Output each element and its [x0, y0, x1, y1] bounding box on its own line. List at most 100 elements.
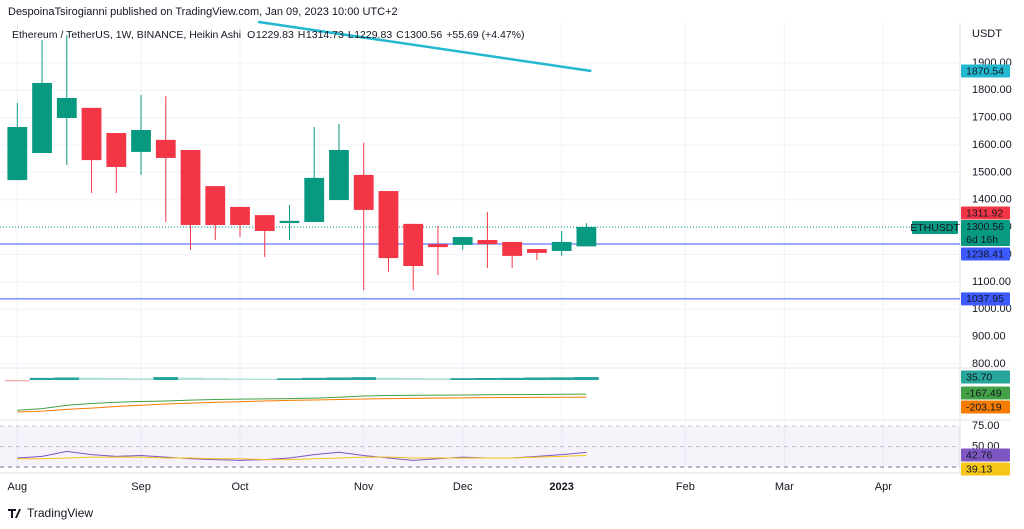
high-price-tag-bg	[961, 206, 1010, 220]
histogram-bar	[103, 377, 129, 381]
histogram-bar	[326, 377, 352, 381]
histogram-tag: 35.70	[966, 371, 992, 383]
trend-line	[257, 20, 592, 73]
histogram-bar	[376, 377, 401, 381]
histogram-bar	[450, 378, 476, 381]
countdown: 6d 16h	[966, 234, 998, 246]
y-tick-label: 1700.00	[972, 112, 1012, 124]
histogram-bar	[301, 377, 327, 381]
legend-text: 1229.83	[256, 29, 294, 41]
x-tick-label: Feb	[676, 481, 695, 493]
trend-price-tag-bg	[961, 64, 1010, 78]
brand: TradingView	[27, 506, 93, 520]
histogram-bar	[29, 377, 55, 381]
histogram-bar	[128, 378, 154, 381]
tv-logo	[8, 509, 21, 518]
hline-tag-bg	[961, 247, 1010, 261]
candle-body	[428, 244, 448, 248]
hline-tag: 1037.95	[966, 293, 1004, 305]
candle-body	[131, 130, 151, 152]
x-tick-label: Sep	[131, 481, 151, 493]
histogram-bar	[54, 377, 80, 381]
indicator-line	[17, 396, 587, 413]
trend-price-tag: 1870.54	[966, 65, 1004, 77]
logo-mark	[8, 509, 21, 518]
hline-tag: 1238.41	[966, 248, 1004, 260]
macd-tag: -167.49	[966, 387, 1002, 399]
high-price-tag: 1311.92	[966, 207, 1003, 219]
candle-body	[205, 186, 226, 225]
y-tick-label: 1100.00	[972, 276, 1011, 288]
y-tick-label: 1900.00	[972, 57, 1012, 69]
rsi-tag-bg	[961, 448, 1010, 462]
candle-body	[502, 241, 523, 256]
candle-body	[527, 249, 547, 253]
signal-tag-bg	[961, 400, 1010, 414]
last-price-tag: 1300.56	[966, 221, 1004, 233]
x-tick-label: Aug	[8, 481, 28, 493]
legend-text: O	[247, 29, 255, 41]
histogram-bar	[425, 378, 451, 381]
legend-text: L	[348, 29, 354, 41]
y-tick-label: 1000.00	[972, 303, 1012, 315]
legend-text: 1229.83	[354, 29, 392, 41]
rsi-tag: 42.76	[966, 449, 992, 461]
x-tick-label: Mar	[775, 481, 794, 493]
candle-body	[155, 139, 176, 158]
candle-body	[32, 82, 52, 153]
symbol-tag: ETHUSDT	[910, 222, 960, 234]
candle-body	[254, 215, 275, 231]
y-tick-label: 1500.00	[972, 166, 1012, 178]
candle-body	[551, 241, 572, 251]
histogram-bar	[499, 377, 525, 381]
rsi-ma-tag-bg	[961, 462, 1010, 476]
currency: USDT	[972, 28, 1002, 40]
legend-text: 1300.56	[404, 29, 442, 41]
candle-body	[353, 174, 374, 210]
legend-text: Ethereum / TetherUS, 1W, BINANCE, Heikin…	[12, 29, 241, 41]
macd-tag-bg	[961, 386, 1010, 400]
y-tick-label: 800.00	[972, 358, 1006, 370]
histogram-bar	[549, 377, 575, 381]
histogram-bar	[227, 378, 253, 381]
indicator-line	[17, 454, 587, 461]
histogram-bar	[524, 377, 550, 381]
candle-body	[304, 177, 325, 222]
candle-body	[230, 206, 250, 225]
histogram-bar	[351, 377, 377, 381]
y-tick-label: 1800.00	[972, 84, 1012, 96]
candle-body	[378, 191, 399, 259]
histogram-bar	[400, 377, 426, 381]
hline-tag-bg	[961, 292, 1010, 306]
candle-body	[329, 149, 349, 201]
candle-body	[106, 133, 127, 167]
histogram-bar	[574, 377, 599, 381]
symbol-tag-bg	[912, 221, 958, 234]
candle-body	[477, 240, 498, 245]
legend-text: +55.69 (+4.47%)	[446, 29, 524, 41]
candle-body	[180, 149, 201, 225]
histogram-bar	[153, 377, 179, 381]
y-tick-label: 1600.00	[972, 139, 1012, 151]
candle-body	[279, 220, 300, 224]
histogram-bar	[79, 377, 104, 381]
publisher: DespoinaTsirogianni published on Trading…	[8, 6, 398, 18]
legend-text: C	[396, 29, 404, 41]
rsi-ma-tag: 39.13	[966, 463, 992, 475]
histogram-tag-bg	[961, 370, 1010, 384]
candle-body	[576, 227, 597, 247]
x-tick-label: Apr	[875, 481, 892, 493]
y-tick-label: 900.00	[972, 331, 1006, 343]
legend-text: H	[298, 29, 306, 41]
x-tick-label: Nov	[354, 481, 374, 493]
histogram-bar	[178, 377, 203, 381]
candle-body	[452, 237, 473, 245]
x-tick-label: Dec	[453, 481, 473, 493]
candle-body	[403, 223, 424, 267]
histogram-bar	[4, 380, 30, 382]
y-tick-label: 1400.00	[972, 194, 1012, 206]
legend-text: 1314.73	[306, 29, 344, 41]
x-tick-label: Oct	[231, 481, 248, 493]
rsi-tick-label: 75.00	[972, 420, 1000, 432]
